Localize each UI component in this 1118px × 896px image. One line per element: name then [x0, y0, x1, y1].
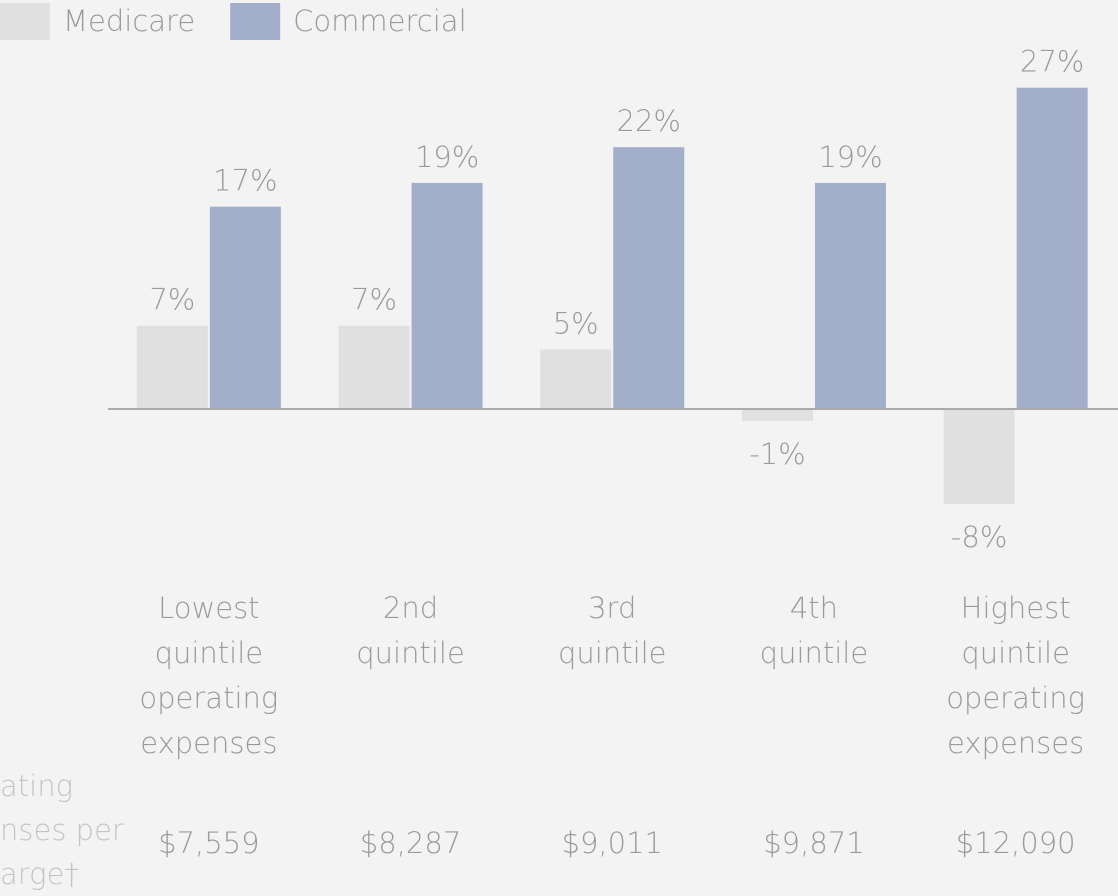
- x-tick-line: Highest: [961, 591, 1071, 625]
- row-label: nses per: [0, 813, 124, 847]
- x-tick-line: expenses: [140, 726, 277, 760]
- row-label: arge†: [0, 857, 79, 891]
- x-tick-line: quintile: [558, 636, 667, 670]
- data-label: 19%: [818, 140, 882, 174]
- row-value: $7,559: [158, 826, 259, 860]
- data-label: -8%: [951, 520, 1007, 554]
- row-label: ating: [0, 769, 73, 803]
- bar: [943, 409, 1015, 505]
- data-label: -1%: [749, 437, 805, 471]
- x-tick-label: Lowest quintile operating expenses: [139, 591, 278, 760]
- data-label: 17%: [213, 164, 277, 198]
- x-tick-line: Lowest: [158, 591, 259, 625]
- x-tick-line: operating: [946, 681, 1085, 715]
- x-tick-line: quintile: [356, 636, 465, 670]
- x-tick-line: quintile: [961, 636, 1070, 670]
- x-tick-line: quintile: [155, 636, 264, 670]
- row-value: $8,287: [360, 826, 461, 860]
- x-tick-label: 3rd quintile: [558, 591, 667, 670]
- row-value: $9,011: [562, 826, 663, 860]
- legend-swatch: [0, 3, 50, 40]
- x-tick-line: operating: [139, 681, 278, 715]
- x-tick-line: expenses: [947, 726, 1084, 760]
- x-tick-label: Highest quintile operating expenses: [946, 591, 1085, 760]
- bar: [209, 206, 281, 409]
- data-label: 19%: [415, 140, 479, 174]
- x-tick-line: 2nd: [383, 591, 438, 625]
- legend-label: Medicare: [63, 4, 195, 38]
- bar: [136, 325, 208, 409]
- legend-label: Commercial: [293, 4, 466, 38]
- bar: [411, 182, 483, 409]
- bar: [814, 182, 886, 409]
- bar: [338, 325, 410, 409]
- x-tick-label: 4th quintile: [760, 591, 869, 670]
- bar: [540, 349, 612, 409]
- legend-swatch: [230, 3, 281, 40]
- row-value: $12,090: [956, 826, 1076, 860]
- data-label: 22%: [617, 104, 681, 138]
- data-label: 7%: [149, 283, 195, 317]
- data-label: 5%: [553, 307, 599, 341]
- data-label: 27%: [1020, 45, 1084, 79]
- x-tick-line: 3rd: [588, 591, 636, 625]
- bar: [613, 147, 685, 409]
- x-tick-label: 2nd quintile: [356, 591, 465, 670]
- row-value: $9,871: [763, 826, 864, 860]
- x-tick-line: quintile: [760, 636, 869, 670]
- bar: [741, 409, 813, 421]
- data-label: 7%: [351, 283, 397, 317]
- bar: [1016, 87, 1088, 409]
- x-tick-line: 4th: [790, 591, 838, 625]
